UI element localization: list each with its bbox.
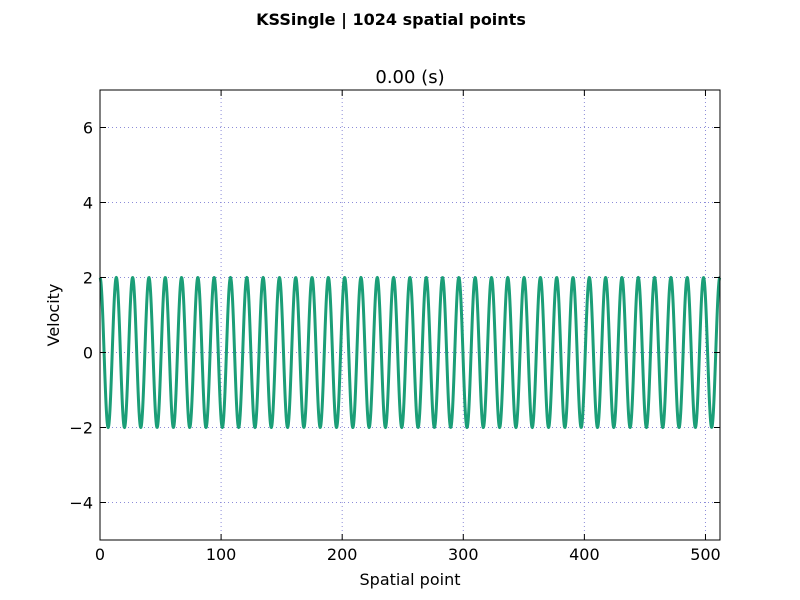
y-tick-label: 6 bbox=[83, 119, 93, 138]
y-tick-label: 0 bbox=[83, 344, 93, 363]
series-layer bbox=[98, 276, 722, 429]
y-axis-ticks: −4 −2 0 2 4 6 bbox=[69, 119, 720, 513]
x-tick-label: 300 bbox=[448, 545, 479, 564]
figure-suptitle: KSSingle | 1024 spatial points bbox=[256, 10, 526, 30]
x-tick-label: 500 bbox=[690, 545, 721, 564]
x-tick-label: 400 bbox=[569, 545, 600, 564]
axes-frame bbox=[99, 89, 721, 541]
y-tick-label: −4 bbox=[69, 494, 93, 513]
y-tick-label: 2 bbox=[83, 269, 93, 288]
x-tick-label: 200 bbox=[327, 545, 358, 564]
x-axis-label: Spatial point bbox=[360, 570, 461, 589]
x-tick-label: 100 bbox=[206, 545, 237, 564]
y-tick-label: −2 bbox=[69, 419, 93, 438]
x-tick-label: 0 bbox=[95, 545, 105, 564]
velocity-series-line bbox=[98, 276, 722, 429]
plot-area bbox=[100, 90, 720, 540]
y-tick-label: 4 bbox=[83, 194, 93, 213]
x-axis-ticks: 0 100 200 300 400 500 bbox=[95, 90, 721, 564]
y-axis-label: Velocity bbox=[44, 284, 63, 347]
axes-title: 0.00 (s) bbox=[375, 67, 444, 88]
